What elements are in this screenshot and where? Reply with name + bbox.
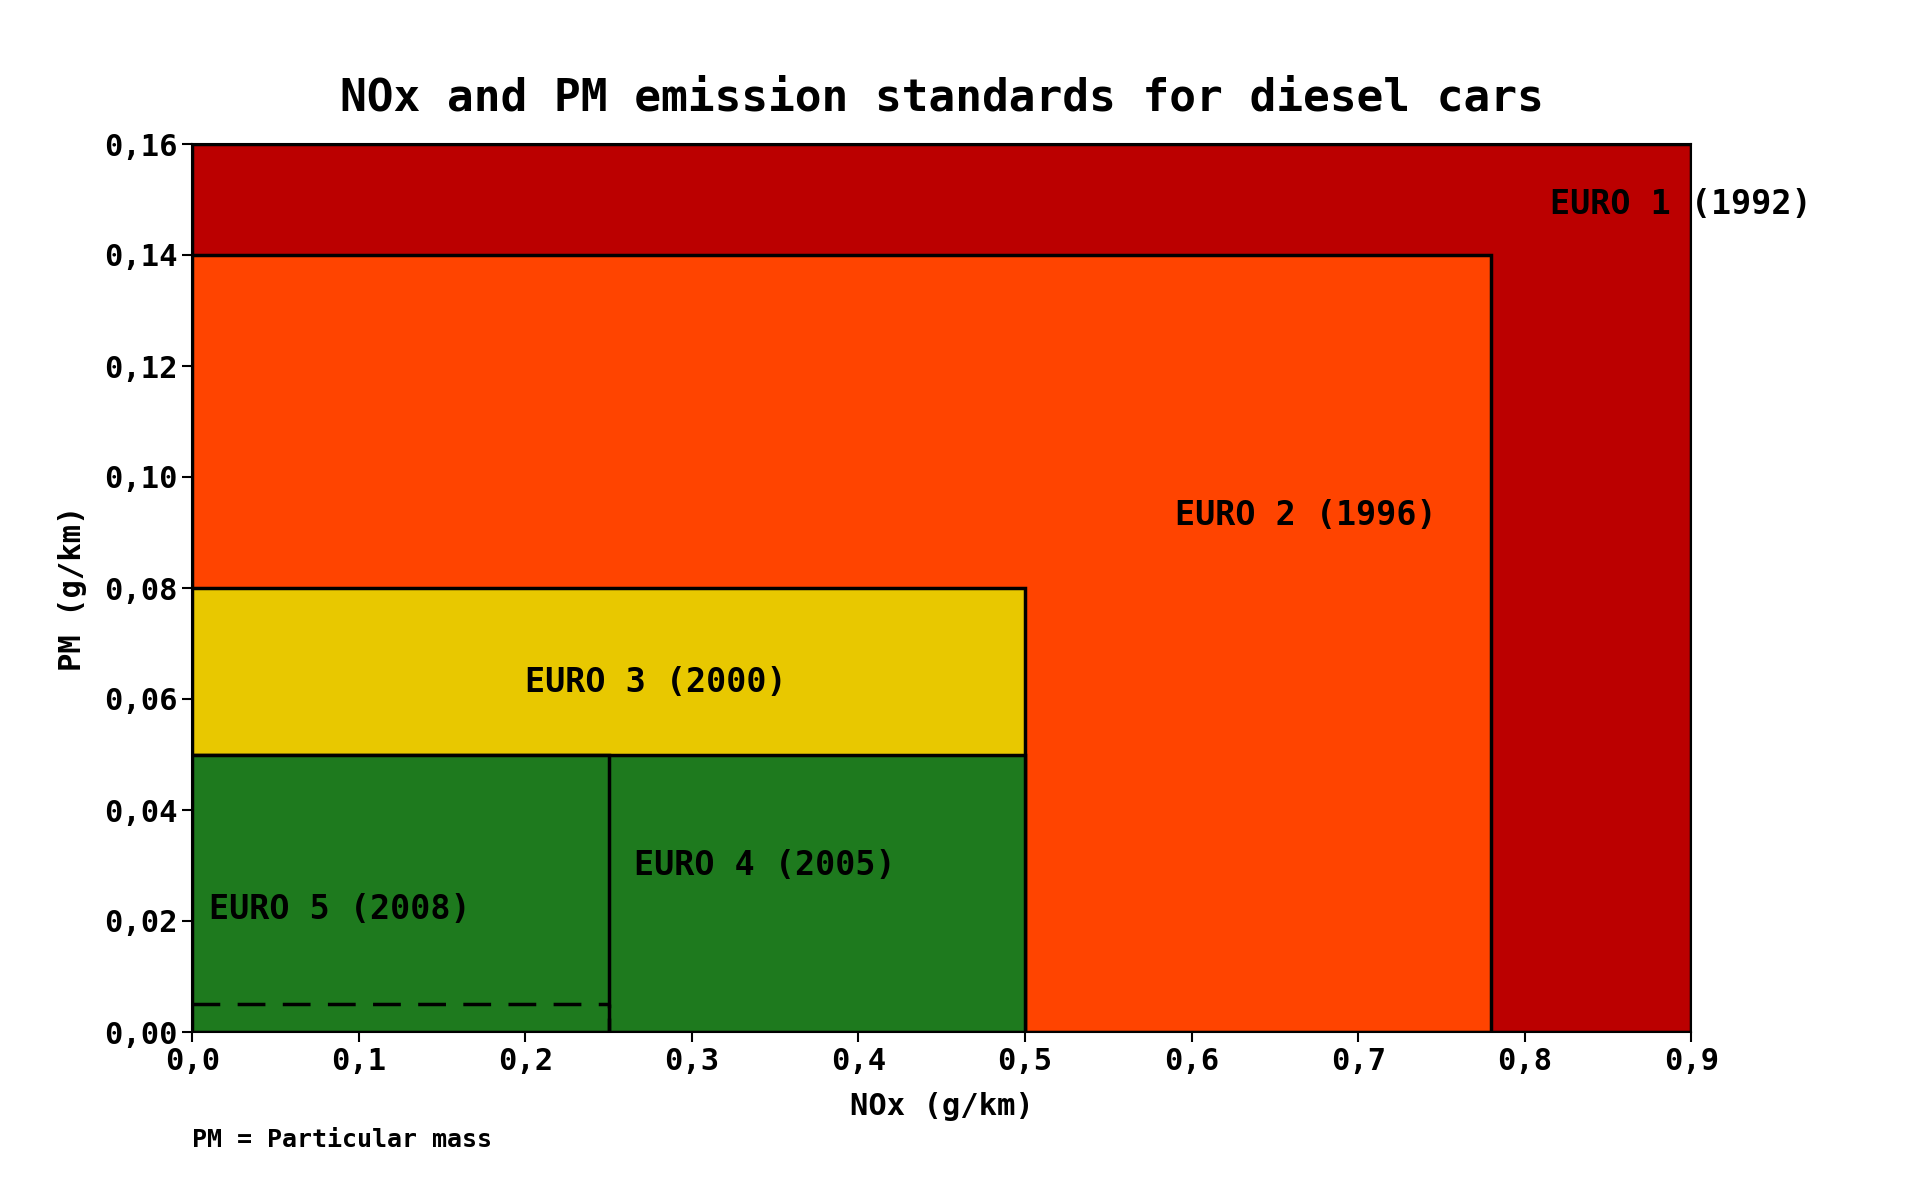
Text: EURO 3 (2000): EURO 3 (2000) (525, 666, 786, 698)
Y-axis label: PM (g/km): PM (g/km) (58, 505, 86, 671)
X-axis label: NOx (g/km): NOx (g/km) (850, 1092, 1034, 1121)
Bar (192, 588, 1024, 1032)
Text: EURO 5 (2008): EURO 5 (2008) (209, 893, 471, 926)
Text: EURO 4 (2005): EURO 4 (2005) (634, 850, 896, 882)
Text: EURO 2 (1996): EURO 2 (1996) (1174, 499, 1436, 533)
Bar (192, 755, 609, 1032)
Title: NOx and PM emission standards for diesel cars: NOx and PM emission standards for diesel… (340, 77, 1543, 120)
Bar (192, 254, 1491, 1032)
Text: PM = Particular mass: PM = Particular mass (192, 1128, 492, 1152)
Bar (192, 755, 1024, 1032)
Text: EURO 1 (1992): EURO 1 (1992) (1549, 188, 1811, 221)
